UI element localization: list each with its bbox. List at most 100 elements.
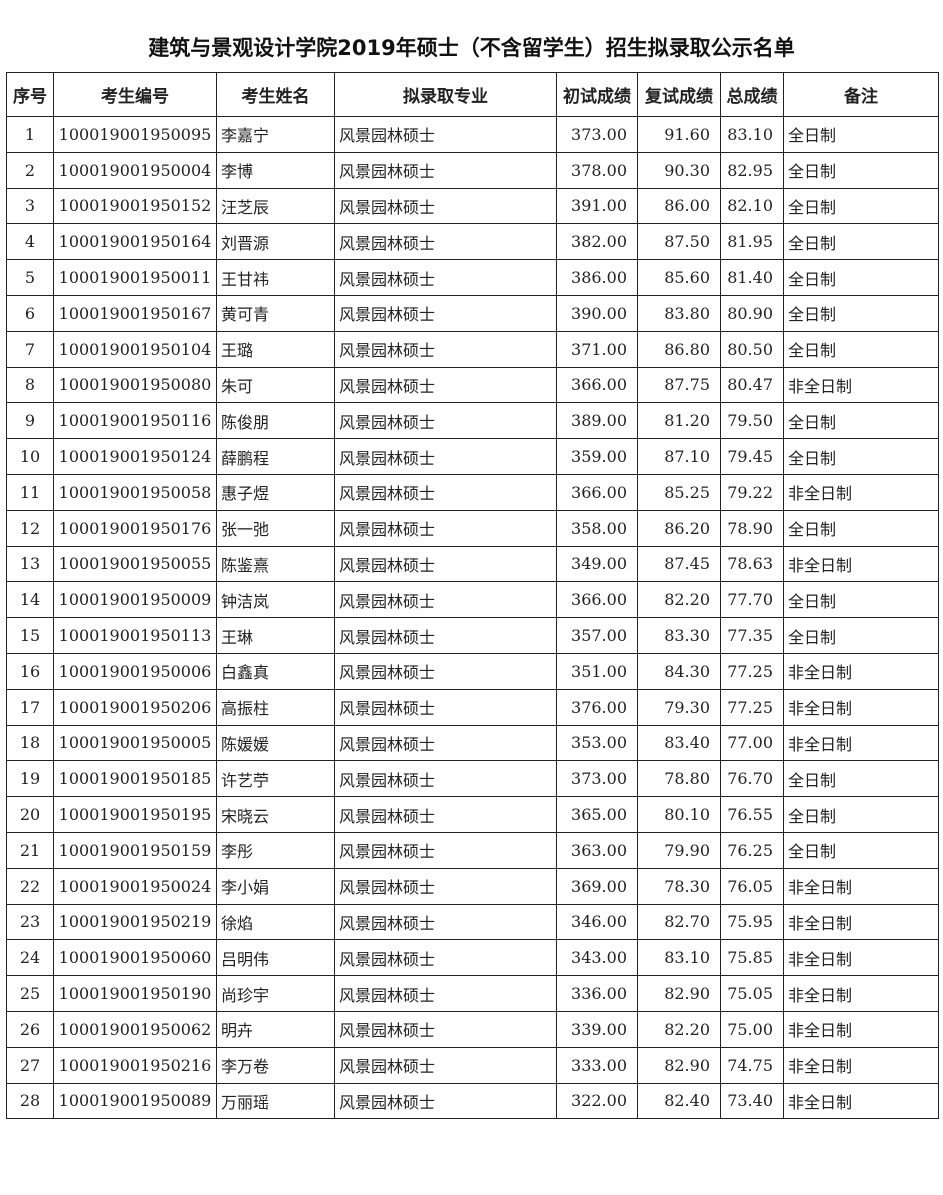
cell-initial-score: 357.00 bbox=[556, 617, 638, 654]
cell-total-score: 77.70 bbox=[720, 581, 784, 619]
cell-index: 24 bbox=[6, 939, 54, 977]
cell-total-score: 82.10 bbox=[720, 187, 784, 225]
cell-index: 23 bbox=[6, 903, 54, 941]
table-row: 17 100019001950206 高振柱 风景园林硕士 376.00 79.30 77.… bbox=[6, 688, 939, 726]
cell-major: 风景园林硕士 bbox=[334, 688, 557, 726]
cell-initial-score: 339.00 bbox=[556, 1010, 638, 1048]
cell-retest-score: 82.40 bbox=[637, 1082, 721, 1120]
cell-initial-score: 386.00 bbox=[556, 259, 638, 296]
cell-total-score: 81.40 bbox=[720, 259, 784, 296]
cell-remark: 非全日制 bbox=[783, 975, 939, 1012]
cell-initial-score: 391.00 bbox=[556, 187, 638, 225]
cell-name: 尚珍宇 bbox=[216, 975, 335, 1012]
table-row: 14 100019001950009 钟洁岚 风景园林硕士 366.00 82.20 77.… bbox=[6, 581, 939, 619]
cell-retest-score: 82.90 bbox=[637, 975, 721, 1012]
table-row: 7 100019001950104 王璐 风景园林硕士 371.00 86.80 80.50… bbox=[6, 330, 939, 368]
cell-exam-id: 100019001950190 bbox=[53, 975, 217, 1012]
cell-initial-score: 333.00 bbox=[556, 1046, 638, 1084]
cell-index: 8 bbox=[6, 366, 54, 404]
cell-initial-score: 373.00 bbox=[556, 760, 638, 798]
cell-name: 陈媛媛 bbox=[216, 724, 335, 762]
cell-major: 风景园林硕士 bbox=[334, 1046, 557, 1084]
cell-retest-score: 91.60 bbox=[637, 116, 721, 153]
cell-name: 李嘉宁 bbox=[216, 116, 335, 153]
cell-exam-id: 100019001950009 bbox=[53, 581, 217, 619]
cell-initial-score: 378.00 bbox=[556, 151, 638, 189]
cell-remark: 非全日制 bbox=[783, 867, 939, 905]
cell-total-score: 78.90 bbox=[720, 509, 784, 547]
cell-initial-score: 336.00 bbox=[556, 975, 638, 1012]
cell-major: 风景园林硕士 bbox=[334, 831, 557, 869]
cell-total-score: 83.10 bbox=[720, 116, 784, 153]
cell-retest-score: 90.30 bbox=[637, 151, 721, 189]
cell-exam-id: 100019001950216 bbox=[53, 1046, 217, 1084]
cell-total-score: 76.55 bbox=[720, 796, 784, 833]
cell-remark: 非全日制 bbox=[783, 366, 939, 404]
table-row: 21 100019001950159 李彤 风景园林硕士 363.00 79.90 76.2… bbox=[6, 831, 939, 869]
cell-exam-id: 100019001950006 bbox=[53, 652, 217, 690]
cell-remark: 全日制 bbox=[783, 116, 939, 153]
cell-remark: 全日制 bbox=[783, 581, 939, 619]
cell-name: 王琳 bbox=[216, 617, 335, 654]
cell-remark: 全日制 bbox=[783, 831, 939, 869]
cell-exam-id: 100019001950164 bbox=[53, 223, 217, 261]
cell-major: 风景园林硕士 bbox=[334, 402, 557, 440]
cell-total-score: 76.70 bbox=[720, 760, 784, 798]
cell-index: 17 bbox=[6, 688, 54, 726]
cell-index: 2 bbox=[6, 151, 54, 189]
cell-name: 惠子煜 bbox=[216, 473, 335, 511]
table-row: 10 100019001950124 薛鹏程 风景园林硕士 359.00 87.10 79.… bbox=[6, 438, 939, 475]
cell-major: 风景园林硕士 bbox=[334, 796, 557, 833]
cell-initial-score: 358.00 bbox=[556, 509, 638, 547]
cell-retest-score: 82.90 bbox=[637, 1046, 721, 1084]
cell-exam-id: 100019001950152 bbox=[53, 187, 217, 225]
cell-retest-score: 79.90 bbox=[637, 831, 721, 869]
cell-remark: 非全日制 bbox=[783, 1046, 939, 1084]
table-row: 23 100019001950219 徐焰 风景园林硕士 346.00 82.70 75.9… bbox=[6, 903, 939, 941]
cell-total-score: 77.25 bbox=[720, 652, 784, 690]
cell-exam-id: 100019001950060 bbox=[53, 939, 217, 977]
cell-total-score: 75.85 bbox=[720, 939, 784, 977]
cell-major: 风景园林硕士 bbox=[334, 294, 557, 332]
cell-total-score: 80.47 bbox=[720, 366, 784, 404]
cell-index: 12 bbox=[6, 509, 54, 547]
cell-total-score: 77.35 bbox=[720, 617, 784, 654]
cell-exam-id: 100019001950195 bbox=[53, 796, 217, 833]
header-remark: 备注 bbox=[783, 72, 939, 117]
cell-exam-id: 100019001950176 bbox=[53, 509, 217, 547]
cell-name: 朱可 bbox=[216, 366, 335, 404]
cell-remark: 非全日制 bbox=[783, 939, 939, 977]
cell-initial-score: 322.00 bbox=[556, 1082, 638, 1120]
cell-total-score: 81.95 bbox=[720, 223, 784, 261]
table-row: 16 100019001950006 白鑫真 风景园林硕士 351.00 84.30 77.… bbox=[6, 652, 939, 690]
cell-remark: 非全日制 bbox=[783, 652, 939, 690]
cell-major: 风景园林硕士 bbox=[334, 760, 557, 798]
cell-total-score: 79.45 bbox=[720, 438, 784, 475]
header-exam-id: 考生编号 bbox=[53, 72, 217, 117]
cell-name: 张一弛 bbox=[216, 509, 335, 547]
table-row: 19 100019001950185 许艺苧 风景园林硕士 373.00 78.80 76.… bbox=[6, 760, 939, 798]
table-row: 12 100019001950176 张一弛 风景园林硕士 358.00 86.20 78.… bbox=[6, 509, 939, 547]
cell-remark: 全日制 bbox=[783, 294, 939, 332]
cell-name: 白鑫真 bbox=[216, 652, 335, 690]
cell-index: 20 bbox=[6, 796, 54, 833]
cell-index: 4 bbox=[6, 223, 54, 261]
cell-retest-score: 83.10 bbox=[637, 939, 721, 977]
table-row: 6 100019001950167 黄可青 风景园林硕士 390.00 83.80 80.9… bbox=[6, 294, 939, 332]
cell-name: 刘晋源 bbox=[216, 223, 335, 261]
cell-exam-id: 100019001950219 bbox=[53, 903, 217, 941]
cell-initial-score: 389.00 bbox=[556, 402, 638, 440]
cell-total-score: 75.00 bbox=[720, 1010, 784, 1048]
cell-retest-score: 87.75 bbox=[637, 366, 721, 404]
cell-initial-score: 373.00 bbox=[556, 116, 638, 153]
cell-remark: 全日制 bbox=[783, 796, 939, 833]
cell-retest-score: 82.20 bbox=[637, 1010, 721, 1048]
cell-major: 风景园林硕士 bbox=[334, 724, 557, 762]
cell-index: 11 bbox=[6, 473, 54, 511]
cell-initial-score: 365.00 bbox=[556, 796, 638, 833]
cell-exam-id: 100019001950058 bbox=[53, 473, 217, 511]
cell-index: 9 bbox=[6, 402, 54, 440]
cell-index: 13 bbox=[6, 545, 54, 583]
cell-exam-id: 100019001950055 bbox=[53, 545, 217, 583]
cell-total-score: 74.75 bbox=[720, 1046, 784, 1084]
